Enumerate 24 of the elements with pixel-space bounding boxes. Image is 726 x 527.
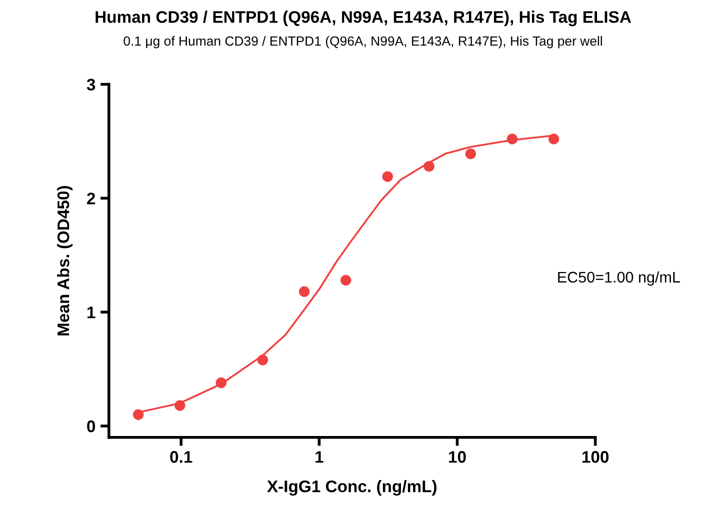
point [174,400,186,411]
point [216,377,226,388]
chart-title: Human CD39 / ENTPD1 (Q96A, N99A, E143A, R147E), His Tag ELISA [96,10,632,26]
point [424,160,434,172]
y-tick-label: 0 [87,420,96,432]
x-tick-label: 0.1 [170,451,192,463]
chart-subtitle: 0.1 μg of Human CD39 / ENTPD1 (Q96A, N99A, E143A, R147E), His Tag per well [124,36,602,48]
x-tick-label: 10 [449,451,466,463]
x-axis-title: X-IgG1 Conc. (ng/mL) [267,480,436,496]
x-tick-label: 1 [316,451,324,463]
point [465,148,476,160]
y-tick-label: 2 [87,192,96,204]
point [340,274,352,286]
y-tick-label: 1 [87,306,96,318]
point [257,354,268,366]
y-axis-title: Mean Abs. (OD450) [57,186,73,336]
point [298,286,310,297]
point [506,134,518,144]
point [132,409,144,420]
annotation: EC50=1.00 ng/mL [558,271,680,286]
x-tick-label: 100 [582,451,609,463]
y-tick-label: 3 [86,78,96,91]
point [548,134,560,144]
point [382,171,393,182]
